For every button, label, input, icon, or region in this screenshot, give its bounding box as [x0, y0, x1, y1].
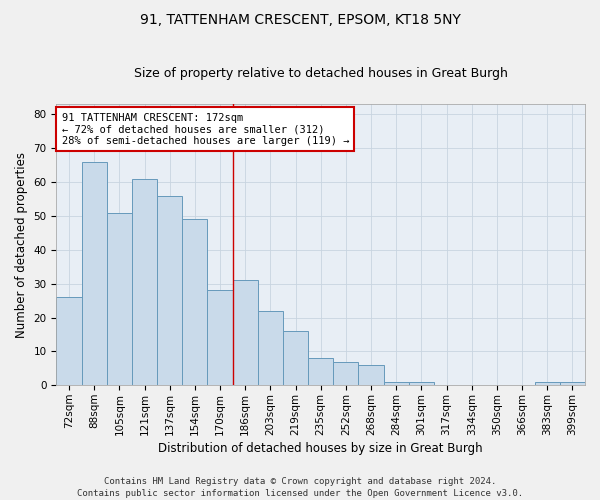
- Title: Size of property relative to detached houses in Great Burgh: Size of property relative to detached ho…: [134, 66, 508, 80]
- Y-axis label: Number of detached properties: Number of detached properties: [15, 152, 28, 338]
- Bar: [358, 365, 383, 386]
- Bar: [82, 162, 107, 386]
- Bar: [56, 298, 82, 386]
- Bar: [333, 362, 358, 386]
- Text: 91, TATTENHAM CRESCENT, EPSOM, KT18 5NY: 91, TATTENHAM CRESCENT, EPSOM, KT18 5NY: [140, 12, 460, 26]
- Bar: [283, 331, 308, 386]
- Bar: [308, 358, 333, 386]
- Bar: [383, 382, 409, 386]
- X-axis label: Distribution of detached houses by size in Great Burgh: Distribution of detached houses by size …: [158, 442, 483, 455]
- Bar: [132, 179, 157, 386]
- Bar: [535, 382, 560, 386]
- Bar: [107, 212, 132, 386]
- Bar: [560, 382, 585, 386]
- Text: 91 TATTENHAM CRESCENT: 172sqm
← 72% of detached houses are smaller (312)
28% of : 91 TATTENHAM CRESCENT: 172sqm ← 72% of d…: [62, 112, 349, 146]
- Bar: [157, 196, 182, 386]
- Bar: [409, 382, 434, 386]
- Bar: [233, 280, 258, 386]
- Bar: [258, 311, 283, 386]
- Text: Contains HM Land Registry data © Crown copyright and database right 2024.
Contai: Contains HM Land Registry data © Crown c…: [77, 476, 523, 498]
- Bar: [208, 290, 233, 386]
- Bar: [182, 220, 208, 386]
